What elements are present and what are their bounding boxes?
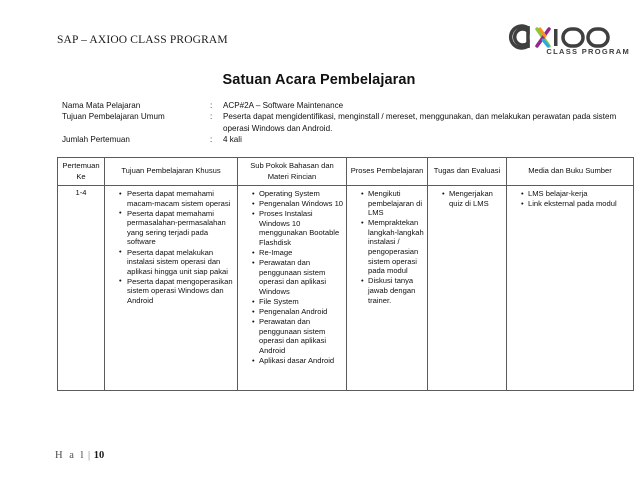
meta-label: Jumlah Pertemuan	[62, 135, 130, 145]
footer-separator: |	[88, 450, 91, 461]
meta-colon: :	[210, 135, 213, 145]
list-tugas-evaluasi: Mengerjakan quiz di LMS	[431, 188, 503, 208]
list-item: Pengenalan Android	[252, 307, 343, 317]
list-tujuan-khusus: Peserta dapat memahami macam-macam siste…	[108, 188, 234, 306]
column-header-tujuan-khusus: Tujuan Pembelajaran Khusus	[104, 157, 238, 186]
meta-colon: :	[210, 112, 213, 122]
axioo-logo-svg: CLASS PROGRAM	[508, 24, 630, 56]
sap-table: Pertemuan Ke Tujuan Pembelajaran Khusus …	[57, 157, 634, 391]
logo-x-stroke-orange	[538, 27, 547, 38]
meta-colon: :	[210, 101, 213, 110]
column-header-tugas: Tugas dan Evaluasi	[427, 157, 507, 186]
cell-media-sumber: LMS belajar-kerja Link eksternal pada mo…	[506, 185, 634, 391]
list-item: File System	[252, 297, 343, 307]
list-item: Re-Image	[252, 248, 343, 258]
meta-label: Nama Mata Pelajaran	[62, 101, 141, 110]
list-item: LMS belajar-kerja	[521, 189, 630, 199]
meta-row-jumlah-pertemuan: Jumlah Pertemuan : 4 kali	[62, 134, 632, 145]
logo-x-stroke-purple	[535, 27, 551, 48]
list-item: Peserta dapat mengoperasikan sistem oper…	[119, 276, 234, 306]
page-title: Satuan Acara Pembelajaran	[222, 72, 416, 88]
meta-row-nama-mata-pelajaran: Nama Mata Pelajaran : ACP#2A – Software …	[62, 100, 632, 111]
footer-page-number: 10	[93, 450, 105, 461]
cell-proses-pembelajaran: Mengikuti pembelajaran di LMS Mempraktek…	[346, 185, 428, 391]
list-item: Perawatan dan penggunaan sistem operasi …	[252, 317, 343, 355]
table-header-row: Pertemuan Ke Tujuan Pembelajaran Khusus …	[57, 157, 634, 186]
table-header: Pertemuan Ke Tujuan Pembelajaran Khusus …	[57, 157, 634, 186]
list-item: Mengikuti pembelajaran di LMS	[361, 189, 424, 218]
meta-row-tujuan-pembelajaran-umum: Tujuan Pembelajaran Umum : Peserta dapat…	[62, 111, 632, 134]
list-item: Diskusi tanya jawab dengan trainer.	[361, 276, 424, 305]
logo-letter-o-1	[561, 27, 585, 48]
list-item: Pengenalan Windows 10	[252, 199, 343, 209]
meta-value: Peserta dapat mengidentifikasi, menginst…	[223, 112, 617, 133]
logo-letter-a	[508, 24, 530, 50]
list-sub-pokok: Operating System Pengenalan Windows 10 P…	[241, 189, 343, 366]
logo-tagline: CLASS PROGRAM	[546, 47, 630, 56]
cell-tujuan-khusus: Peserta dapat memahami macam-macam siste…	[104, 185, 238, 391]
cell-tugas-evaluasi: Mengerjakan quiz di LMS	[427, 185, 507, 391]
page-footer: H a l | 10	[55, 450, 104, 461]
list-item: Mempraktekan langkah-langkah instalasi /…	[361, 218, 424, 276]
list-item: Proses Instalasi Windows 10 menggunakan …	[252, 209, 343, 247]
meta-label: Tujuan Pembelajaran Umum	[62, 112, 165, 122]
footer-label: H a l	[55, 450, 86, 461]
list-item: Aplikasi dasar Android	[252, 356, 343, 366]
logo-letter-i	[554, 29, 558, 46]
logo-letter-o-2	[586, 27, 610, 48]
cell-pertemuan-ke: 1-4	[57, 185, 105, 391]
list-media-sumber: LMS belajar-kerja Link eksternal pada mo…	[510, 189, 630, 209]
page-header: SAP – AXIOO CLASS PROGRAM CLASS PROGRAM	[0, 0, 638, 72]
table-body: 1-4 Peserta dapat memahami macam-macam s…	[57, 185, 634, 391]
meta-value: 4 kali	[223, 135, 242, 145]
list-item: Operating System	[252, 189, 343, 199]
list-item: Link eksternal pada modul	[521, 199, 630, 209]
list-item: Peserta dapat memahami macam-macam siste…	[119, 188, 234, 208]
table-row: 1-4 Peserta dapat memahami macam-macam s…	[57, 185, 634, 391]
column-header-pertemuan-ke: Pertemuan Ke	[57, 157, 105, 186]
cell-sub-pokok: Operating System Pengenalan Windows 10 P…	[237, 185, 347, 391]
list-item: Peserta dapat melakukan instalasi sistem…	[119, 247, 234, 277]
document-header-label: SAP – AXIOO CLASS PROGRAM	[57, 34, 228, 46]
course-meta-block: Nama Mata Pelajaran : ACP#2A – Software …	[62, 100, 632, 146]
list-item: Perawatan dan penggunaan sistem operasi …	[252, 258, 343, 296]
list-proses-pembelajaran: Mengikuti pembelajaran di LMS Mempraktek…	[350, 189, 424, 305]
column-header-sub-pokok: Sub Pokok Bahasan dan Materi Rincian	[237, 157, 347, 186]
column-header-proses: Proses Pembelajaran	[346, 157, 428, 186]
list-item: Mengerjakan quiz di LMS	[442, 188, 503, 208]
logo-x-stroke-blue	[541, 38, 550, 48]
meta-value: ACP#2A – Software Maintenance	[223, 101, 344, 110]
list-item: Peserta dapat memahami permasalahan-perm…	[119, 208, 234, 247]
axioo-logo: CLASS PROGRAM	[508, 18, 630, 58]
column-header-media: Media dan Buku Sumber	[506, 157, 634, 186]
